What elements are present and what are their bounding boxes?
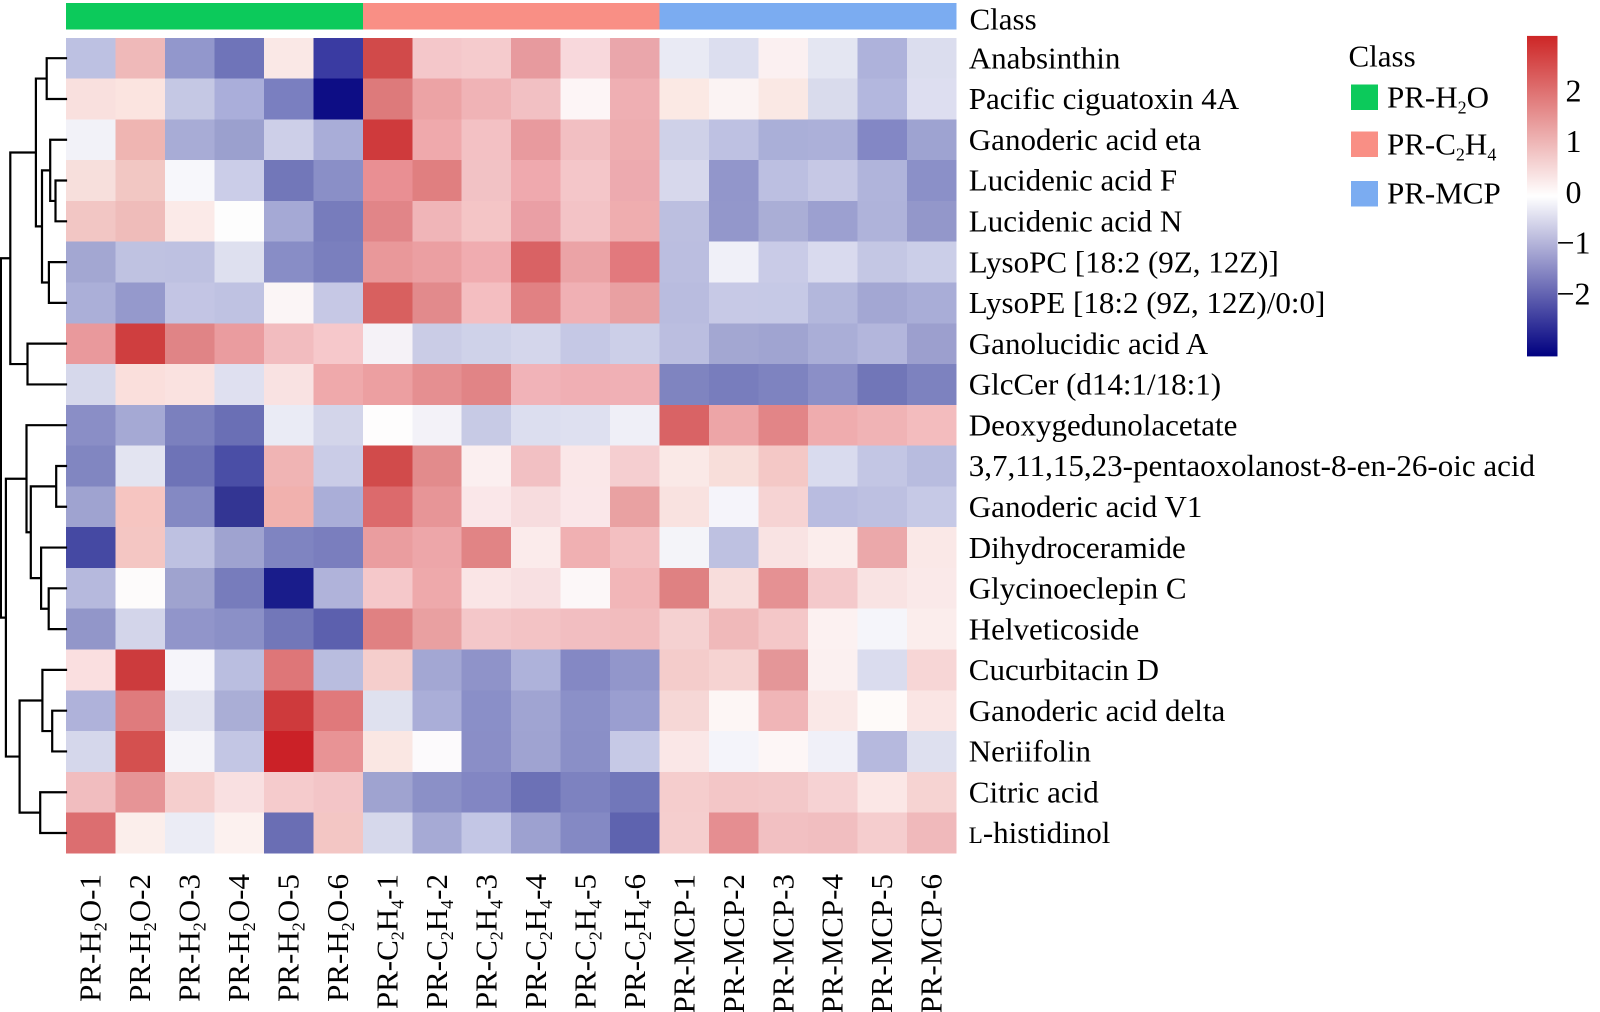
svg-text:PR-MCP-4: PR-MCP-4 [815,874,850,1012]
svg-text:Ganoderic acid V1: Ganoderic acid V1 [969,489,1203,524]
svg-text:Lucidenic acid F: Lucidenic acid F [969,163,1177,198]
svg-text:PR-C2​H4​: PR-C2​H4​ [1387,126,1496,164]
svg-text:0: 0 [1566,174,1582,210]
svg-text:3,7,11,15,23-pentaoxolanost-8-: 3,7,11,15,23-pentaoxolanost-8-en-26-oic … [969,448,1536,483]
svg-text:−2: −2 [1556,276,1590,312]
svg-text:PR-C2​H4​-4: PR-C2​H4​-4 [518,874,556,1010]
svg-text:Helveticoside: Helveticoside [969,611,1139,646]
svg-text:PR-H2​O-4: PR-H2​O-4 [221,874,259,1002]
svg-text:PR-C2​H4​-5: PR-C2​H4​-5 [567,874,605,1009]
svg-text:PR-H2​O-3: PR-H2​O-3 [172,874,210,1002]
svg-text:Glycinoeclepin C: Glycinoeclepin C [969,571,1187,606]
svg-text:LysoPE [18:2 (9Z, 12Z)/0:0]: LysoPE [18:2 (9Z, 12Z)/0:0] [969,285,1325,320]
svg-text:PR-C2​H4​-3: PR-C2​H4​-3 [468,874,506,1009]
svg-text:PR-MCP: PR-MCP [1387,175,1501,210]
svg-text:PR-MCP-2: PR-MCP-2 [716,874,751,1012]
svg-text:Ganoderic acid delta: Ganoderic acid delta [969,693,1226,728]
svg-text:Anabsinthin: Anabsinthin [969,40,1121,75]
svg-text:1: 1 [1566,123,1582,159]
svg-text:GlcCer (d14:1/18:1): GlcCer (d14:1/18:1) [969,367,1221,402]
svg-text:PR-MCP-1: PR-MCP-1 [666,874,701,1012]
svg-text:PR-C2​H4​-6: PR-C2​H4​-6 [617,874,655,1009]
svg-text:Dihydroceramide: Dihydroceramide [969,530,1186,565]
svg-text:PR-MCP-5: PR-MCP-5 [864,874,899,1012]
svg-text:PR-H2​O-6: PR-H2​O-6 [320,874,358,1002]
svg-text:PR-H2​O: PR-H2​O [1387,79,1489,117]
svg-text:PR-C2​H4​-2: PR-C2​H4​-2 [419,874,457,1009]
svg-text:2: 2 [1566,72,1582,108]
svg-text:Citric acid: Citric acid [969,774,1099,809]
svg-text:Ganolucidic acid A: Ganolucidic acid A [969,326,1209,361]
svg-text:L-histidinol: L-histidinol [969,815,1111,850]
svg-text:Deoxygedunolacetate: Deoxygedunolacetate [969,407,1238,442]
svg-text:LysoPC [18:2 (9Z, 12Z)]: LysoPC [18:2 (9Z, 12Z)] [969,244,1279,279]
svg-text:Class: Class [1349,38,1416,73]
svg-text:Cucurbitacin D: Cucurbitacin D [969,652,1159,687]
svg-text:Lucidenic acid N: Lucidenic acid N [969,204,1182,239]
svg-text:PR-H2​O-5: PR-H2​O-5 [271,874,309,1002]
svg-text:Class: Class [970,2,1037,37]
svg-text:Ganoderic acid eta: Ganoderic acid eta [969,122,1202,157]
svg-text:PR-C2​H4​-1: PR-C2​H4​-1 [370,874,408,1009]
svg-text:PR-MCP-3: PR-MCP-3 [765,874,800,1012]
svg-text:PR-MCP-6: PR-MCP-6 [914,874,949,1012]
svg-text:Pacific ciguatoxin 4A: Pacific ciguatoxin 4A [969,81,1240,116]
svg-text:Neriifolin: Neriifolin [969,734,1092,769]
svg-text:PR-H2​O-2: PR-H2​O-2 [122,874,160,1002]
svg-text:PR-H2​O-1: PR-H2​O-1 [73,874,111,1002]
svg-text:−1: −1 [1556,225,1590,261]
